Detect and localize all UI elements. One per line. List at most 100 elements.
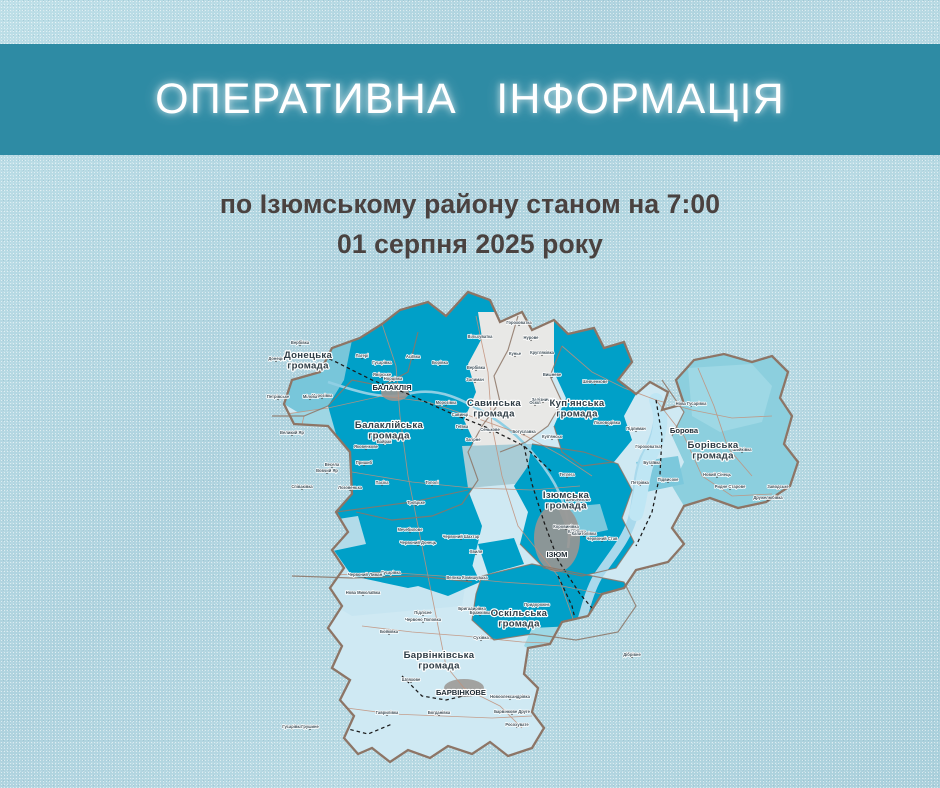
district-map: Вербівка Донець Петрівське Морозівка Лагері Г… xyxy=(232,276,832,781)
settlement-label: Богуславка xyxy=(512,429,536,434)
settlement-dot xyxy=(461,428,463,431)
settlement-label: Явірське xyxy=(373,372,392,377)
settlement-label: Лагері xyxy=(356,353,369,358)
settlement-dot xyxy=(417,544,419,547)
subtitle-block: по Ізюмському району станом на 7:00 01 с… xyxy=(0,184,940,264)
settlement-label: Петрівське xyxy=(267,394,290,399)
settlement-dot xyxy=(386,714,388,717)
settlement-dot xyxy=(566,476,568,479)
settlement-dot xyxy=(466,579,468,582)
subtitle-line-1: по Ізюмському району станом на 7:00 xyxy=(219,189,721,219)
settlement-dot xyxy=(777,488,779,491)
community-label: Барвінківська громада xyxy=(404,650,475,672)
settlement-dot xyxy=(381,364,383,367)
settlement-dot xyxy=(542,401,544,404)
settlement-dot xyxy=(381,484,383,487)
settlement-label: Ридне Старове xyxy=(715,484,746,489)
settlement-label: Капитолівка xyxy=(572,531,597,536)
settlement-dot xyxy=(475,369,477,372)
city-label: ІЗЮМ xyxy=(546,550,567,559)
settlement-label: Шевченкове xyxy=(565,497,591,502)
community-label: Балаклійська громада xyxy=(355,420,424,442)
settlement-dot xyxy=(541,354,543,357)
settlement-dot xyxy=(412,358,414,361)
settlement-dot xyxy=(551,376,553,379)
settlement-label: Яковенкове xyxy=(354,444,379,449)
settlement-dot xyxy=(362,594,364,597)
settlement-dot xyxy=(381,376,383,379)
settlement-dot xyxy=(415,504,417,507)
settlement-dot xyxy=(422,621,424,624)
settlement-label: Бражківка xyxy=(470,610,491,615)
settlement-label: Весела xyxy=(325,462,340,467)
settlement-dot xyxy=(291,434,293,437)
settlement-label: Співаківка xyxy=(291,484,313,489)
settlement-label: Шляхове xyxy=(402,677,421,682)
settlement-label: Гусарівка xyxy=(381,570,401,575)
settlement-dot xyxy=(606,424,608,427)
settlement-label: Гусарівка xyxy=(372,360,392,365)
settlement-dot xyxy=(480,639,482,642)
settlement-dot xyxy=(479,338,481,341)
settlement-label: Гороховатка xyxy=(506,320,532,325)
settlement-dot xyxy=(647,448,649,451)
city-label: Борова xyxy=(670,426,699,435)
settlement-label: Кругляківка xyxy=(530,350,555,355)
settlement-dot xyxy=(594,383,596,386)
settlement-dot xyxy=(471,610,473,613)
settlement-label: Бугаївка xyxy=(643,460,661,465)
settlement-label: Гусарівка xyxy=(282,724,302,729)
settlement-dot xyxy=(392,380,394,383)
settlement-label: Бойківка xyxy=(380,629,399,634)
settlement-label: Залізничне xyxy=(532,397,555,402)
settlement-label: Червоний Шахтар xyxy=(443,534,480,539)
settlement-dot xyxy=(651,464,653,467)
settlement-dot xyxy=(291,728,293,731)
settlement-dot xyxy=(438,714,440,717)
settlement-dot xyxy=(410,681,412,684)
settlement-label: Вербівка xyxy=(467,365,486,370)
settlement-label: Вишневе xyxy=(543,372,562,377)
settlement-label: Вербівка xyxy=(291,340,310,345)
community-label: Ізюмська громада xyxy=(543,490,590,512)
community-label: Куп'янська громада xyxy=(549,398,604,420)
settlement-dot xyxy=(511,713,513,716)
community-label: Борівська громада xyxy=(687,440,738,462)
settlement-label: Байрак xyxy=(377,439,393,444)
settlement-label: Морозівка xyxy=(436,400,458,405)
settlement-label: Кам'янка xyxy=(568,529,587,534)
settlement-dot xyxy=(301,488,303,491)
settlement-dot xyxy=(767,499,769,502)
community-borders xyxy=(272,315,685,641)
settlement-dot xyxy=(635,430,637,433)
settlement-label: Заводське xyxy=(767,484,789,489)
settlement-dot xyxy=(460,538,462,541)
settlement-label: Гаврилівка xyxy=(376,710,399,715)
settlement-label: Залиман xyxy=(466,377,484,382)
settlement-label: Лозовенька xyxy=(338,485,363,490)
settlement-label: Мечебилове xyxy=(397,527,423,532)
settlement-dot xyxy=(277,398,279,401)
settlement-dot xyxy=(536,606,538,609)
settlement-label: Вовчий Яр xyxy=(316,468,338,473)
settlement-label: Кунье xyxy=(509,351,522,356)
settlement-label: Новоолександрівка xyxy=(490,694,531,699)
settlement-label: Загірне xyxy=(466,437,482,442)
settlement-dot xyxy=(631,656,633,659)
settlement-label: Підлиман xyxy=(626,426,646,431)
settlement-dot xyxy=(275,360,277,363)
settlement-dot xyxy=(639,484,641,487)
settlement-label: Шевченкове xyxy=(582,379,608,384)
settlement-dot xyxy=(383,443,385,446)
settlement-dot xyxy=(472,441,474,444)
settlement-label: Норцівка xyxy=(384,376,403,381)
settlement-label: Лісководівка xyxy=(594,420,621,425)
settlement-label: Підвисоке xyxy=(658,477,680,482)
settlement-label: Придорожнє xyxy=(524,602,550,607)
settlement-dot xyxy=(509,698,511,701)
settlement-label: Борівка xyxy=(432,360,449,365)
settlement-dot xyxy=(667,481,669,484)
settlement-label: Дібрівне xyxy=(623,652,641,657)
settlement-label: Дружелюбівка xyxy=(753,495,783,500)
